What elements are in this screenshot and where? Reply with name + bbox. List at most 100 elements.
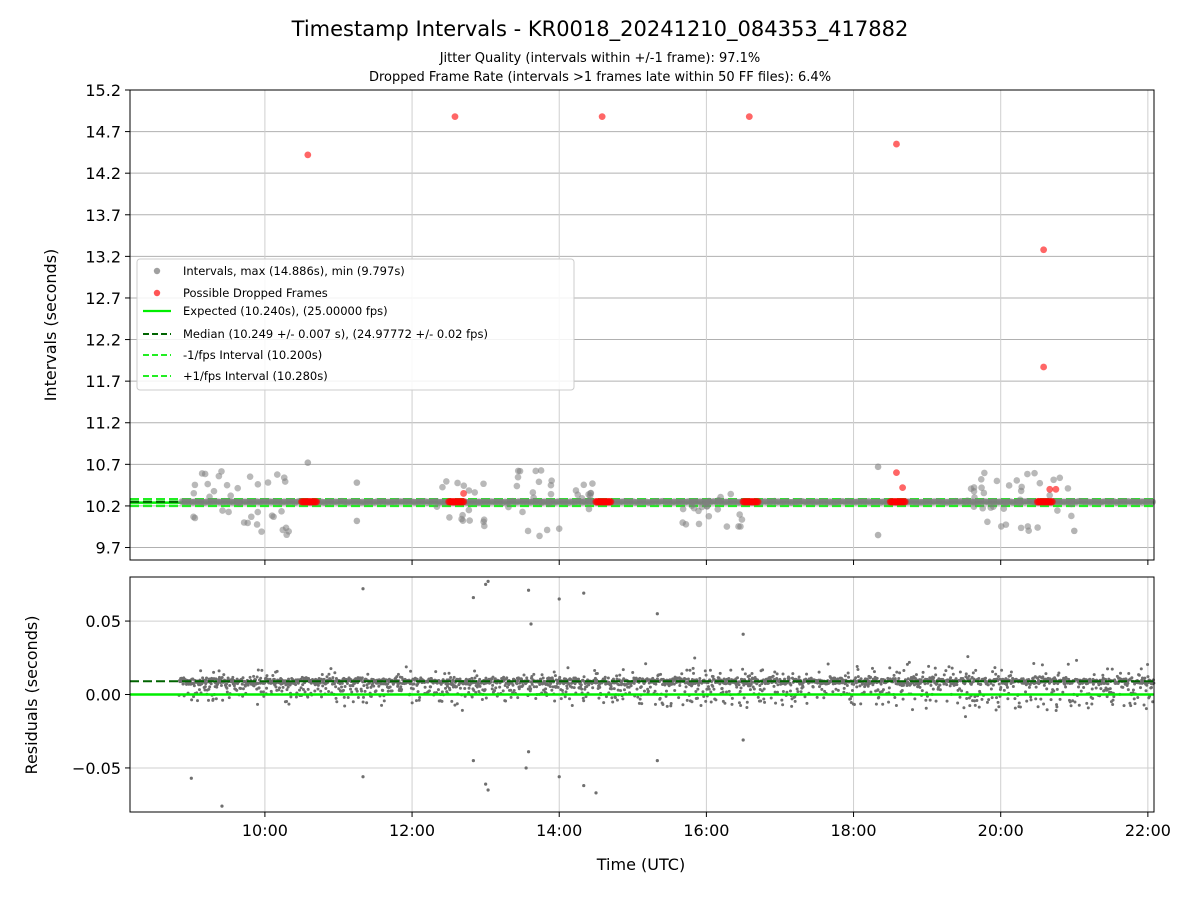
residual-point — [472, 688, 476, 692]
dropped-frame-cluster-point — [901, 498, 909, 506]
residual-point — [973, 699, 977, 703]
residual-point — [580, 687, 584, 691]
residual-point — [1090, 702, 1094, 706]
residual-point — [552, 670, 556, 674]
residual-point — [739, 704, 743, 708]
residual-point — [901, 683, 905, 687]
residual-point — [226, 676, 230, 680]
interval-point — [191, 514, 199, 522]
residual-point — [1018, 705, 1022, 709]
residual-point — [664, 689, 668, 693]
residual-point — [217, 669, 221, 673]
interval-point — [1149, 498, 1157, 506]
interval-point — [679, 505, 687, 513]
residual-point — [1099, 687, 1103, 691]
residual-point — [918, 685, 922, 689]
residual-point — [709, 690, 713, 694]
residual-point — [565, 686, 569, 690]
residual-point — [327, 672, 331, 676]
residual-point — [789, 683, 793, 687]
residual-point — [450, 699, 454, 703]
residual-point — [803, 695, 807, 699]
residual-point — [1144, 689, 1148, 693]
residual-point — [863, 685, 867, 689]
interval-outlier-point — [304, 459, 312, 466]
residuals-y-tick-label: −0.05 — [72, 759, 121, 778]
residual-point — [360, 689, 364, 693]
residual-point — [936, 685, 940, 689]
residual-point — [192, 684, 196, 688]
dropped-frame-cluster-point — [459, 498, 468, 506]
residual-point — [598, 685, 602, 689]
residual-point — [1104, 686, 1108, 690]
residual-point — [1118, 671, 1122, 675]
interval-point — [460, 482, 468, 490]
residual-point — [1045, 708, 1049, 712]
residual-point — [504, 699, 508, 703]
residual-point — [747, 682, 751, 686]
residual-point — [338, 682, 342, 686]
residual-point — [775, 676, 779, 680]
residual-point — [781, 703, 785, 707]
residual-point — [994, 672, 998, 676]
residual-point — [1040, 663, 1044, 667]
residual-point — [688, 668, 692, 672]
residual-point — [1094, 686, 1098, 690]
residual-point — [697, 683, 701, 687]
interval-point — [206, 493, 213, 501]
residual-point — [475, 674, 479, 678]
residual-point — [977, 677, 981, 681]
residual-point — [639, 685, 643, 689]
residual-point — [933, 666, 937, 670]
residual-outlier-point — [655, 612, 659, 616]
residual-point — [511, 683, 515, 687]
residual-outlier-point — [582, 591, 586, 595]
residual-point — [1122, 704, 1126, 708]
residual-point — [989, 681, 993, 685]
interval-point — [471, 489, 479, 496]
legend-plus-fps-label: +1/fps Interval (10.280s) — [183, 369, 328, 383]
residual-point — [181, 682, 185, 686]
residual-point — [760, 689, 764, 693]
residuals-y-ticks: −0.05 0.00 0.05 — [72, 612, 130, 778]
residual-point — [363, 689, 367, 693]
residual-point — [977, 705, 981, 709]
interval-point — [227, 492, 234, 499]
residual-point — [606, 676, 610, 680]
residual-point — [316, 683, 320, 687]
interval-point — [1005, 482, 1013, 489]
residual-point — [584, 695, 588, 699]
residual-point — [506, 685, 510, 689]
residual-point — [783, 677, 787, 681]
residual-point — [447, 671, 451, 675]
interval-point — [514, 473, 522, 481]
residual-point — [1009, 670, 1013, 674]
residual-point — [361, 700, 365, 704]
interval-point — [993, 477, 1001, 485]
residual-point — [374, 689, 378, 693]
residual-point — [729, 668, 733, 672]
interval-point — [465, 506, 473, 514]
residual-point — [443, 672, 447, 676]
residual-point — [1024, 690, 1028, 694]
residual-point — [1058, 697, 1062, 701]
residual-point — [1106, 667, 1110, 671]
residual-point — [1126, 688, 1130, 692]
residual-outlier-point — [471, 758, 475, 763]
residual-point — [416, 690, 420, 694]
interval-point — [589, 480, 596, 487]
residual-point — [342, 695, 346, 699]
residual-point — [306, 695, 310, 699]
residual-point — [693, 656, 697, 660]
residual-point — [622, 688, 626, 692]
interval-point — [258, 528, 265, 535]
residual-point — [967, 674, 971, 678]
residual-point — [340, 681, 344, 685]
residual-point — [509, 695, 513, 699]
residual-point — [470, 695, 474, 699]
x-axis-label: Time (UTC) — [596, 855, 685, 874]
residual-point — [320, 673, 324, 677]
residual-point — [695, 696, 699, 700]
residual-point — [199, 669, 203, 673]
residual-point — [582, 675, 586, 679]
